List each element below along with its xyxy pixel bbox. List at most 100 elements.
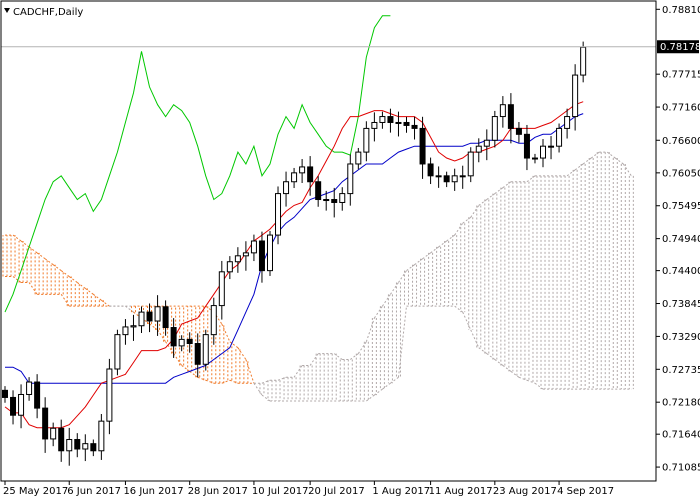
symbol-timeframe-label: CADCHF,Daily	[13, 7, 83, 18]
senkou-span-a	[502, 181, 512, 189]
senkou-span-b	[44, 258, 54, 266]
candle-bear	[146, 311, 153, 322]
senkou-span-a	[486, 193, 496, 200]
candle-bear	[523, 133, 530, 159]
senkou-span-a	[614, 157, 624, 165]
candle-bull	[138, 311, 145, 327]
senkou-span-a	[438, 240, 447, 248]
ichimoku-cloud	[2, 151, 634, 402]
candle-bull	[106, 368, 113, 422]
candle-bull	[347, 163, 354, 195]
senkou-span-b	[502, 365, 512, 372]
candle-bear	[315, 181, 322, 201]
senkou-span-a	[414, 258, 423, 266]
price-tick-label: 0.74400	[662, 266, 700, 277]
candle-bear	[90, 443, 97, 452]
candle-bull	[564, 116, 571, 129]
senkou-span-b	[20, 240, 30, 248]
candle-bull	[363, 127, 370, 153]
candle-bull	[18, 393, 25, 416]
candle-bull	[66, 439, 73, 452]
senkou-span-b	[478, 347, 488, 354]
senkou-span-a	[406, 264, 415, 272]
candle-bull	[531, 157, 538, 160]
senkou-span-b	[390, 376, 399, 384]
senkou-span-b	[36, 252, 46, 260]
time-axis: 25 May 2017 6 Jun 2017 16 Jun 2017 28 Jun 2…	[3, 481, 614, 497]
candle-bear	[34, 381, 41, 409]
senkou-span-b	[366, 394, 375, 402]
price-axis: 0.78810 0.77715 0.77160 0.76600 0.76050 0.754…	[656, 5, 700, 474]
date-tick-label: 6 Jun 2017	[67, 486, 121, 497]
date-tick-label: 25 May 2017	[3, 486, 68, 497]
chikou-span-line	[4, 15, 391, 313]
candle-bull	[283, 181, 290, 195]
candle-bull	[451, 175, 458, 183]
candle-bear	[427, 163, 434, 177]
plot-frame	[0, 0, 657, 482]
current-price-marker: 0.78178	[657, 40, 700, 54]
candle-bear	[258, 240, 265, 272]
senkou-span-a	[462, 216, 472, 224]
price-tick-label: 0.73845	[662, 299, 700, 310]
senkou-span-a	[205, 379, 214, 384]
senkou-span-a	[197, 376, 206, 381]
senkou-span-b	[494, 359, 504, 366]
senkou-span-b	[68, 276, 78, 283]
candle-bear	[331, 199, 338, 203]
candle-bull	[82, 443, 89, 450]
candle-bull	[499, 104, 506, 118]
candle-bull	[548, 145, 555, 148]
price-tick-label: 0.76600	[662, 136, 700, 147]
date-tick-label: 23 Aug 2017	[493, 486, 557, 497]
candle-bull	[323, 199, 330, 202]
date-tick-label: 4 Sep 2017	[557, 486, 614, 497]
symbol-header[interactable]: CADCHF,Daily	[4, 7, 83, 18]
price-tick-label: 0.71085	[662, 463, 700, 474]
senkou-span-b	[101, 299, 110, 307]
date-tick-label: 28 Jun 2017	[188, 486, 248, 497]
candle-bear	[2, 389, 8, 398]
price-marker-label: 0.78178	[660, 42, 700, 53]
candle-bear	[162, 306, 169, 329]
candle-bull	[475, 145, 482, 153]
senkou-span-b	[221, 323, 231, 342]
senkou-span-a	[365, 317, 375, 342]
price-marker-box	[657, 40, 699, 54]
price-tick-label: 0.78810	[662, 5, 700, 16]
senkou-span-a	[582, 157, 592, 165]
candle-bull	[250, 240, 257, 254]
candle-bear	[58, 427, 65, 452]
candle-bull	[435, 175, 442, 178]
candle-bear	[507, 104, 514, 129]
price-tick-label: 0.76050	[662, 168, 700, 179]
senkou-span-a	[526, 175, 536, 183]
senkou-span-b	[85, 288, 94, 295]
senkou-span-b	[28, 246, 38, 254]
senkou-span-b	[462, 311, 472, 331]
candle-bear	[194, 343, 201, 365]
candle-bear	[443, 175, 450, 183]
senkou-span-b	[52, 264, 62, 272]
senkou-span-b	[12, 234, 22, 242]
candle-bear	[515, 127, 522, 135]
candle-bull	[459, 175, 466, 178]
candle-bear	[387, 116, 394, 123]
candle-bull	[355, 151, 362, 165]
senkou-span-a	[149, 323, 158, 331]
candle-bear	[42, 407, 49, 440]
senkou-span-b	[518, 376, 528, 381]
triangle-down-icon[interactable]	[4, 8, 10, 13]
senkou-span-a	[229, 379, 239, 384]
senkou-span-b	[454, 305, 464, 313]
senkou-span-a	[574, 163, 584, 171]
candle-bull	[130, 325, 137, 328]
candlesticks	[2, 41, 587, 466]
senkou-span-a	[422, 252, 431, 260]
senkou-span-a	[566, 169, 576, 177]
price-tick-label: 0.72180	[662, 398, 700, 409]
candle-bull	[26, 381, 33, 395]
